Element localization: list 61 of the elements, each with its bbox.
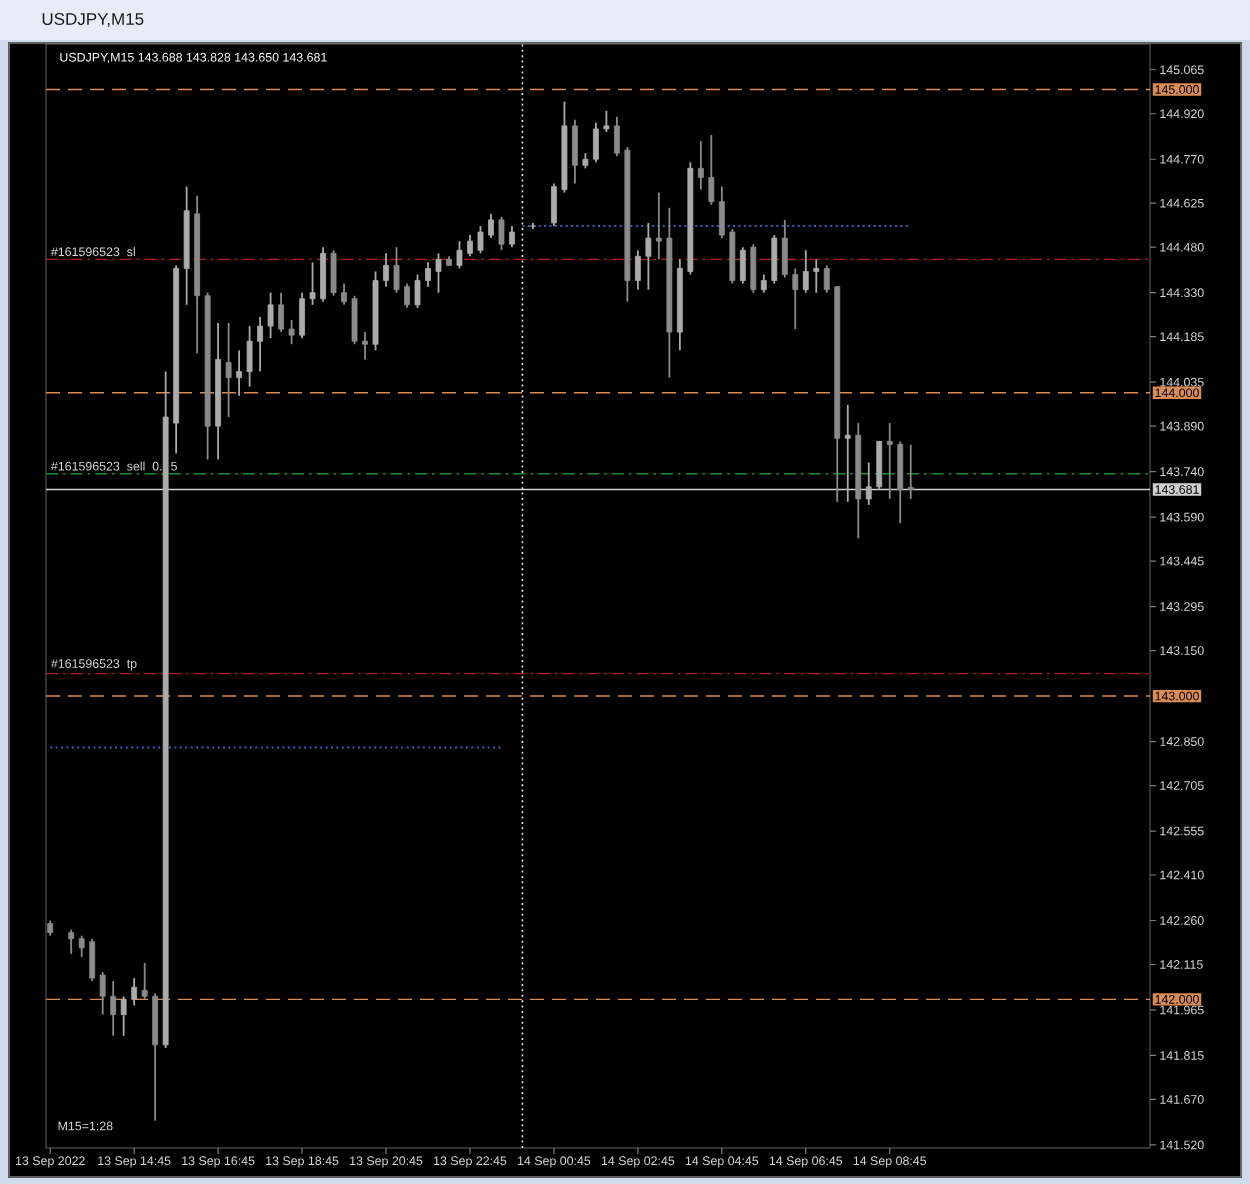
candlestick — [435, 252, 442, 294]
candlestick — [330, 249, 337, 297]
candlestick — [120, 995, 127, 1037]
candlestick — [739, 246, 746, 285]
candlestick — [467, 234, 473, 258]
candlestick — [89, 937, 96, 983]
candlestick — [802, 249, 809, 294]
candlestick — [414, 273, 421, 309]
candlestick — [655, 191, 662, 261]
candlestick — [645, 222, 652, 291]
candlestick — [760, 273, 767, 294]
candlestick — [844, 404, 851, 503]
candlestick — [907, 444, 914, 500]
candlestick — [236, 349, 243, 397]
candlestick — [425, 261, 431, 288]
candlestick — [792, 267, 799, 330]
candlestick — [362, 331, 368, 361]
candlestick — [257, 316, 264, 373]
candlestick — [456, 240, 463, 270]
candlestick — [267, 291, 274, 340]
candlestick — [634, 249, 641, 291]
candlestick — [718, 185, 725, 239]
candlestick — [299, 291, 305, 340]
candlestick — [708, 134, 715, 206]
candlestick — [509, 225, 515, 249]
candlestick — [781, 219, 788, 279]
candlestick — [886, 422, 893, 500]
candlestick — [131, 977, 138, 1007]
candlestick — [68, 928, 75, 955]
candlestick — [477, 225, 484, 255]
candlestick — [488, 212, 494, 239]
candlestick — [225, 322, 232, 418]
candlestick — [351, 294, 358, 346]
candlestick — [246, 325, 253, 388]
candlestick — [320, 246, 326, 303]
candlestick — [551, 182, 557, 227]
candlestick — [813, 258, 820, 294]
candlestick — [498, 215, 505, 252]
candlestick — [771, 234, 778, 285]
candlestick — [288, 319, 295, 346]
candlestick — [750, 243, 757, 294]
candlestick — [876, 440, 883, 491]
candlestick — [613, 115, 620, 158]
candlestick — [110, 980, 117, 1037]
candlestick — [99, 971, 106, 1016]
candlestick — [278, 291, 284, 334]
candlestick — [404, 282, 410, 309]
candlestick — [603, 109, 610, 133]
candlestick — [572, 118, 578, 185]
candlestick — [78, 934, 85, 958]
candlestick — [341, 282, 347, 306]
chart-title: USDJPY,M15 — [42, 12, 144, 27]
candlestick — [383, 252, 389, 288]
candlestick — [823, 264, 830, 294]
candlestick — [865, 461, 872, 506]
candlestick — [141, 962, 148, 1001]
candlestick — [309, 261, 316, 306]
candlestick — [697, 140, 704, 191]
candlestick — [393, 246, 400, 294]
candlestick — [897, 440, 904, 525]
candlestick — [592, 121, 599, 164]
